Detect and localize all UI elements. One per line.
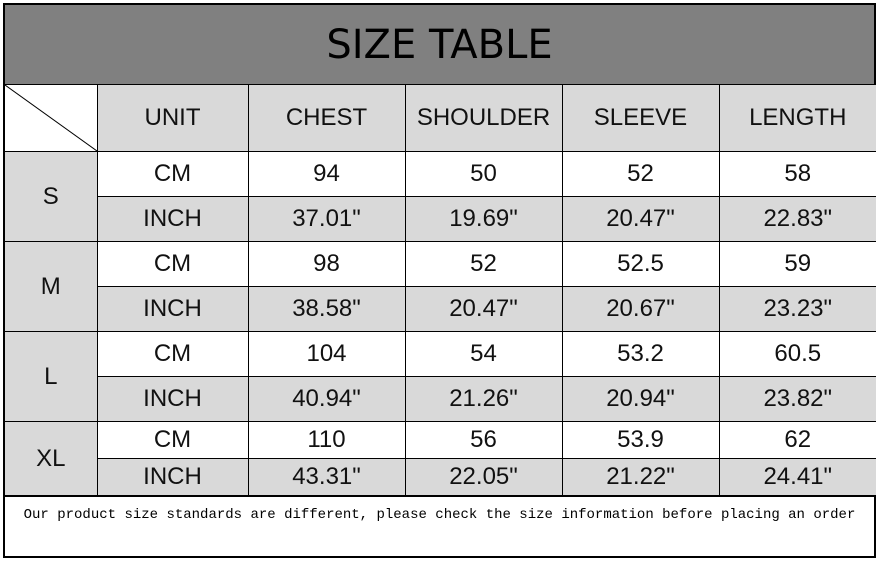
value-cell: 50: [404, 151, 563, 197]
value-cell: 23.23": [718, 286, 876, 332]
value-cell: 20.94": [561, 376, 720, 422]
value-cell: 38.58": [247, 286, 406, 332]
unit-cell: CM: [96, 331, 249, 377]
value-cell: 37.01": [247, 196, 406, 242]
value-cell: 22.83": [718, 196, 876, 242]
table-row: XL CM 110 56 53.9 62: [5, 421, 876, 496]
value-cell: 19.69": [404, 196, 563, 242]
unit-cell: CM: [96, 151, 249, 197]
header-sleeve: SLEEVE: [561, 85, 720, 152]
size-table: SIZE TABLE UNIT CHEST SHOULDER SLEEVE LE…: [3, 3, 876, 558]
value-cell: 110: [247, 421, 406, 459]
table-row: INCH 40.94" 21.26" 20.94" 23.82": [5, 376, 876, 422]
value-cell: 23.82": [718, 376, 876, 422]
corner-diagonal-cell: [5, 85, 98, 152]
value-cell: 52.5: [561, 241, 720, 287]
value-cell: 24.41": [718, 458, 876, 496]
value-cell: 52: [404, 241, 563, 287]
value-cell: 58: [718, 151, 876, 197]
unit-cell: INCH: [97, 376, 249, 422]
value-cell: 40.94": [247, 376, 406, 422]
table-row: INCH 38.58" 20.47" 20.67" 23.23": [5, 286, 876, 332]
table-row: INCH 43.31" 22.05" 21.22" 24.41": [5, 458, 876, 496]
header-length: LENGTH: [718, 85, 876, 152]
value-cell: 21.22": [561, 458, 720, 496]
value-cell: 98: [247, 241, 406, 287]
table-row: S CM 94 50 52 58: [5, 151, 876, 242]
value-cell: 104: [247, 331, 406, 377]
table-row: L CM 104 54 53.2 60.5: [5, 331, 876, 422]
header-row: UNIT CHEST SHOULDER SLEEVE LENGTH: [5, 85, 876, 152]
table-title: SIZE TABLE: [5, 5, 874, 85]
value-cell: 54: [404, 331, 563, 377]
header-shoulder: SHOULDER: [404, 85, 563, 152]
size-grid: UNIT CHEST SHOULDER SLEEVE LENGTH S CM 94 5…: [5, 85, 876, 496]
unit-cell: CM: [96, 421, 249, 459]
value-cell: 21.26": [404, 376, 563, 422]
value-cell: 56: [404, 421, 563, 459]
value-cell: 43.31": [247, 458, 406, 496]
value-cell: 60.5: [718, 331, 876, 377]
value-cell: 94: [247, 151, 406, 197]
header-chest: CHEST: [247, 85, 406, 152]
size-label: XL: [5, 421, 98, 496]
size-label: S: [5, 151, 98, 242]
unit-cell: INCH: [97, 458, 249, 496]
size-label: M: [5, 241, 98, 332]
size-note: Our product size standards are different…: [5, 496, 874, 566]
value-cell: 20.47": [561, 196, 720, 242]
value-cell: 52: [561, 151, 720, 197]
header-unit: UNIT: [96, 85, 249, 152]
value-cell: 53.2: [561, 331, 720, 377]
value-cell: 20.47": [404, 286, 563, 332]
unit-cell: INCH: [97, 286, 249, 332]
unit-cell: CM: [96, 241, 249, 287]
size-label: L: [5, 331, 98, 422]
value-cell: 20.67": [561, 286, 720, 332]
value-cell: 62: [718, 421, 876, 459]
value-cell: 59: [718, 241, 876, 287]
value-cell: 22.05": [404, 458, 563, 496]
diagonal-line: [5, 85, 97, 151]
value-cell: 53.9: [561, 421, 720, 459]
table-row: INCH 37.01" 19.69" 20.47" 22.83": [5, 196, 876, 242]
unit-cell: INCH: [97, 196, 249, 242]
table-row: M CM 98 52 52.5 59: [5, 241, 876, 332]
